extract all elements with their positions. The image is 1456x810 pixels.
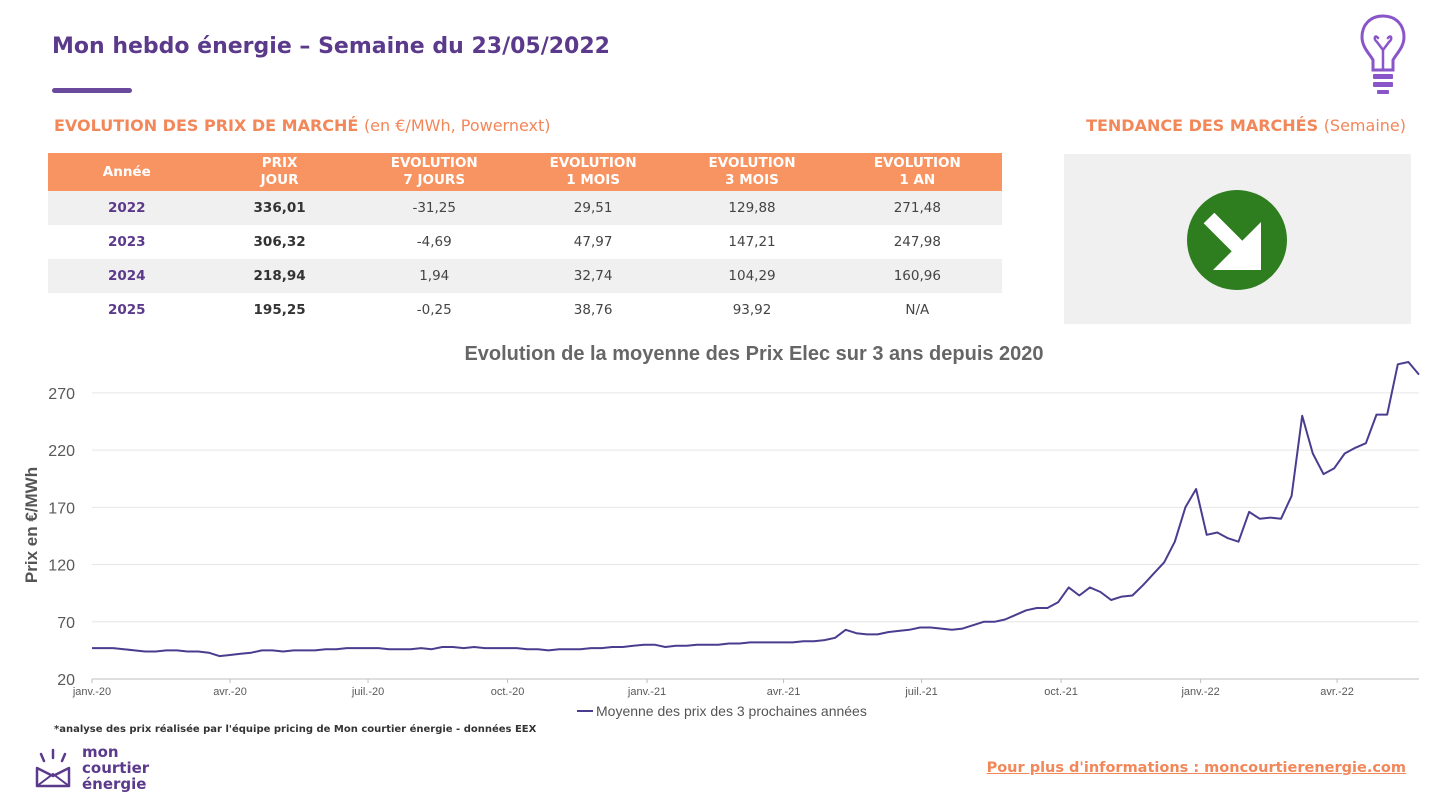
logo-text: mon courtier énergie (82, 744, 149, 792)
cell-evol-1an: N/A (905, 302, 930, 318)
section-title-prix-sub: (en €/MWh, Powernext) (363, 116, 551, 135)
cell-prix-jour: 218,94 (205, 259, 354, 293)
cell-evol-7j: -0,25 (416, 302, 452, 318)
section-title-prix: EVOLUTION DES PRIX DE MARCHÉ (en €/MWh, … (54, 116, 551, 135)
x-tick-label: janv.-22 (1180, 686, 1219, 698)
cell-prix-jour: 306,32 (253, 234, 306, 250)
page-title: Mon hebdo énergie – Semaine du 23/05/202… (52, 34, 610, 59)
table-row: 2022 336,01 -31,25 29,51 129,88 271,48 (48, 191, 1002, 225)
lightbulb-icon (1360, 14, 1406, 94)
section-title-tendance: TENDANCE DES MARCHÉS (Semaine) (1086, 116, 1406, 135)
x-tick-label: oct.-21 (1044, 686, 1078, 698)
cell-evol-1m: 32,74 (514, 259, 672, 293)
y-tick-label: 120 (48, 558, 75, 575)
price-table: Année PRIX JOUR EVOLUTION 7 JOURS EVOLUTIO… (48, 153, 1002, 327)
col-header-evol-1an: EVOLUTION 1 AN (832, 153, 1002, 191)
cell-evol-7j: -4,69 (416, 234, 452, 250)
trend-panel (1064, 154, 1411, 324)
cell-annee: 2025 (107, 302, 146, 318)
footnote: *analyse des prix réalisée par l'équipe … (54, 724, 537, 735)
section-title-tendance-sub: (Semaine) (1323, 116, 1406, 135)
col-header-evol-7j: EVOLUTION 7 JOURS (353, 153, 515, 191)
trend-indicator (1187, 190, 1287, 290)
cell-evol-3m: 104,29 (671, 259, 833, 293)
cell-annee: 2022 (48, 191, 206, 225)
series-line (92, 361, 1420, 658)
logo-text-line2: courtier (82, 759, 150, 777)
company-logo: mon courtier énergie (34, 744, 174, 800)
table-row: 2023 306,32 -4,69 47,97 147,21 247,98 (48, 225, 1002, 259)
logo-text-line1: mon (82, 743, 119, 761)
cell-evol-7j: -31,25 (353, 191, 515, 225)
table-row: 2024 218,94 1,94 32,74 104,29 160,96 (48, 259, 1002, 293)
col-header-annee: Année (48, 153, 206, 191)
col-header-evol-1m: EVOLUTION 1 MOIS (514, 153, 672, 191)
x-tick-label: juil.-20 (351, 686, 384, 698)
col-header-evol-3m: EVOLUTION 3 MOIS (671, 153, 833, 191)
y-tick-label: 20 (57, 672, 75, 689)
y-tick-label: 220 (48, 443, 75, 460)
x-tick-label: avr.-20 (213, 686, 247, 698)
cell-evol-1an: 247,98 (893, 234, 941, 250)
y-tick-label: 270 (48, 386, 75, 403)
section-title-tendance-main: TENDANCE DES MARCHÉS (1086, 116, 1319, 135)
y-axis-label: Prix en €/MWh (22, 467, 41, 583)
cell-annee: 2024 (48, 259, 206, 293)
cell-evol-1m: 29,51 (514, 191, 672, 225)
cell-evol-7j: 1,94 (353, 259, 515, 293)
cell-evol-3m: 147,21 (728, 234, 776, 250)
logo-text-line3: énergie (82, 775, 147, 793)
col-header-prix-jour: PRIX JOUR (205, 153, 354, 191)
x-tick-label: janv.-21 (627, 686, 666, 698)
cell-evol-3m: 129,88 (671, 191, 833, 225)
x-tick-label: oct.-20 (491, 686, 525, 698)
cell-evol-1m: 38,76 (573, 302, 613, 318)
x-tick-label: janv.-20 (72, 686, 111, 698)
table-header-row: Année PRIX JOUR EVOLUTION 7 JOURS EVOLUTIO… (48, 153, 1002, 191)
more-info-link[interactable]: Pour plus d'informations : moncourtieren… (986, 760, 1406, 776)
cell-evol-1an: 271,48 (832, 191, 1002, 225)
x-tick-label: juil.-21 (904, 686, 937, 698)
cell-prix-jour: 336,01 (205, 191, 354, 225)
logo-icon (35, 748, 71, 788)
cell-prix-jour: 195,25 (253, 302, 306, 318)
x-tick-label: avr.-22 (1320, 686, 1354, 698)
down-right-arrow-icon (1203, 212, 1261, 270)
chart-title: Evolution de la moyenne des Prix Elec su… (464, 343, 1043, 365)
cell-annee: 2023 (107, 234, 146, 250)
legend-label: Moyenne des prix des 3 prochaines années (596, 703, 867, 719)
x-tick-label: avr.-21 (767, 686, 801, 698)
price-line-chart: Evolution de la moyenne des Prix Elec su… (22, 343, 1420, 719)
cell-evol-1m: 47,97 (573, 234, 613, 250)
section-title-prix-main: EVOLUTION DES PRIX DE MARCHÉ (54, 116, 359, 135)
title-underline (52, 88, 132, 93)
chart-legend: Moyenne des prix des 3 prochaines années (577, 703, 867, 719)
y-tick-label: 70 (57, 615, 75, 632)
cell-evol-3m: 93,92 (732, 302, 772, 318)
cell-evol-1an: 160,96 (832, 259, 1002, 293)
table-row: 2025 195,25 -0,25 38,76 93,92 N/A (48, 293, 1002, 327)
y-tick-label: 170 (48, 500, 75, 517)
